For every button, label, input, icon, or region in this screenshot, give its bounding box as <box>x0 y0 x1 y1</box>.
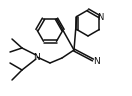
Text: N: N <box>94 57 100 66</box>
Text: N: N <box>34 53 40 62</box>
Text: N: N <box>97 13 103 22</box>
